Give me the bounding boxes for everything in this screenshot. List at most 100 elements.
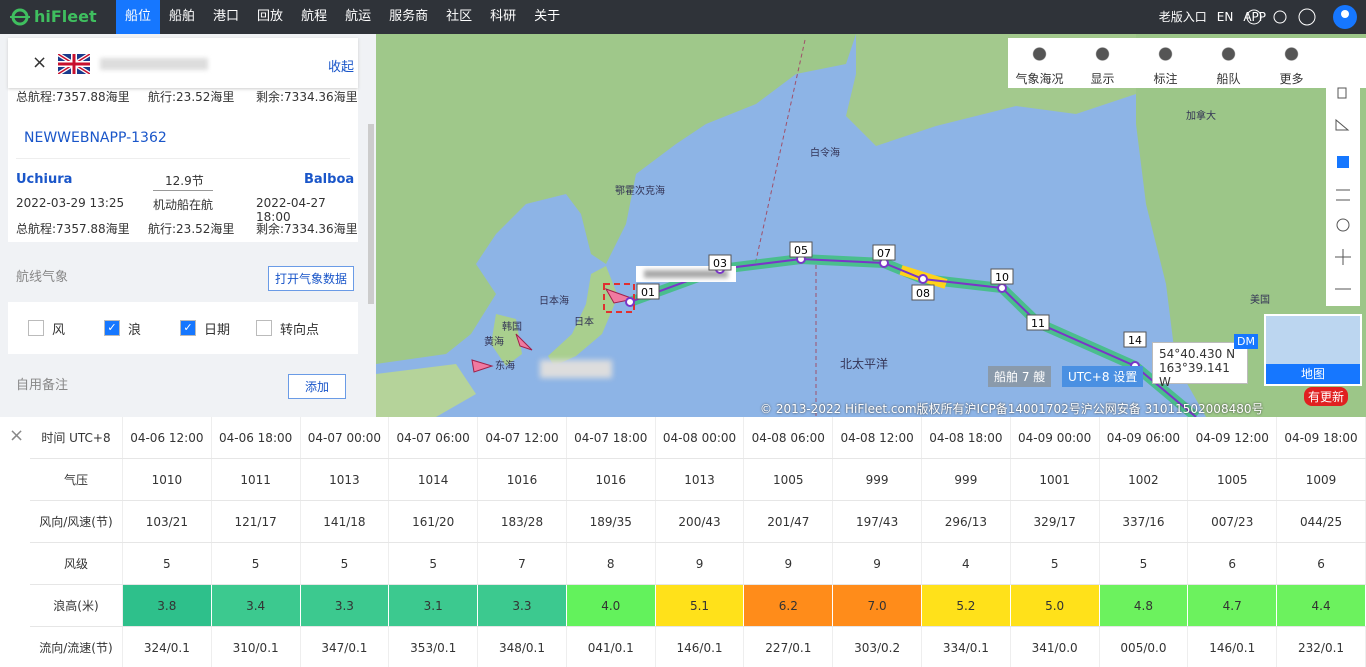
cell: 1011	[211, 458, 301, 501]
place-label: 东海	[495, 359, 515, 372]
summary: 剩余:7334.36海里	[256, 222, 358, 236]
place-label: 北太平洋	[840, 356, 888, 371]
row: 气压 1010 1011 1013 1014 1016 1016 1013 1005 999 999…	[30, 458, 1366, 501]
menu-item[interactable]: 科研	[490, 9, 517, 24]
checkbox-label: 日期	[204, 323, 231, 338]
nav-link[interactable]: EN	[1216, 10, 1234, 24]
checkbox[interactable]	[28, 320, 44, 336]
cell: 296/13	[921, 500, 1011, 543]
toolbar-item[interactable]: 标注	[1134, 38, 1197, 88]
menu-item[interactable]: 社区	[446, 9, 473, 24]
cell: 200/43	[655, 500, 745, 543]
waypoint-label: 03	[713, 257, 727, 270]
waypoint	[997, 283, 1007, 293]
summary: 航行:23.52海里	[148, 222, 235, 236]
cell: 329/17	[1010, 500, 1100, 543]
row-label: 风级	[30, 542, 123, 585]
weather-title: 航线气象	[16, 270, 69, 285]
menu-item[interactable]: 港口	[213, 9, 240, 24]
avatar[interactable]	[1333, 5, 1357, 29]
waypoint-box	[789, 241, 813, 258]
time-cell: 04-09 06:00	[1099, 417, 1189, 459]
logo[interactable]: hiFleet	[34, 7, 97, 26]
menu: 船位 船舶 港口 回放 航程 航运 服务商 社区 科研 关于	[116, 0, 569, 34]
side-toolbar	[1326, 80, 1360, 306]
close[interactable]: ×	[32, 52, 48, 73]
cell: 4.7	[1187, 584, 1278, 627]
cell: 121/17	[211, 500, 301, 543]
waypoint-box	[1123, 331, 1147, 348]
waypoint-label: 10	[995, 271, 1009, 284]
cell: 6	[1276, 542, 1366, 585]
checkbox[interactable]	[256, 320, 272, 336]
close-table[interactable]: ×	[9, 425, 25, 446]
toolbar-item[interactable]: 显示	[1071, 38, 1134, 88]
cell: 4.0	[566, 584, 656, 627]
update[interactable]: 有更新	[1304, 387, 1349, 406]
minimap[interactable]: 地图	[1264, 314, 1362, 386]
waypoint-box	[990, 268, 1014, 285]
toolbar-item[interactable]: 船队	[1197, 38, 1260, 88]
side-icons[interactable]	[1326, 80, 1360, 306]
nav-link[interactable]: 老版入口	[1158, 10, 1207, 24]
land	[491, 314, 522, 366]
collapse[interactable]: 收起	[328, 60, 355, 75]
timezone[interactable]: UTC+8 设置	[1062, 366, 1144, 387]
cell: 5.2	[921, 584, 1011, 627]
voyage-card: NEWWEBNAPP-1362 Uchiura Balboa 12.9节 202…	[8, 114, 358, 242]
time-cell: 04-06 18:00	[211, 417, 301, 459]
cell: 3.3	[300, 584, 390, 627]
row-label: 风向/风速(节)	[30, 500, 123, 543]
menu-item[interactable]: 关于	[534, 9, 561, 24]
notes-button[interactable]: 添加	[288, 374, 347, 399]
cell: 227/0.1	[743, 626, 834, 667]
table: 时间 UTC+8 04-06 12:00 04-06 18:00 04-07 00:0…	[30, 417, 1366, 667]
time-cell: 04-07 12:00	[477, 417, 567, 459]
flag	[58, 54, 90, 74]
voyage-name[interactable]: NEWWEBNAPP-1362	[24, 130, 167, 146]
cell: 1005	[1187, 458, 1278, 501]
menu-item[interactable]: 船位	[116, 0, 161, 34]
toolbar-item[interactable]: 气象海况	[1008, 38, 1071, 88]
cell: 9	[743, 542, 834, 585]
time-cell: 04-06 12:00	[122, 417, 212, 459]
dm[interactable]: DM	[1234, 334, 1258, 349]
arrow-line	[153, 190, 213, 191]
menu-item[interactable]: 船舶	[169, 9, 196, 24]
toolbar-item[interactable]: 更多	[1260, 38, 1323, 88]
place-label: 日本海	[539, 294, 569, 307]
cell: 1014	[388, 458, 479, 501]
time-cell: 04-07 00:00	[300, 417, 390, 459]
time-cell: 04-08 06:00	[743, 417, 834, 459]
cell: 5	[211, 542, 301, 585]
cell: 324/0.1	[122, 626, 212, 667]
waypoint-box	[636, 283, 660, 300]
blurred-label	[540, 360, 612, 378]
cell: 5	[1010, 542, 1100, 585]
weather-button[interactable]: 打开气象数据	[268, 266, 355, 291]
checkbox[interactable]: ✓	[180, 320, 196, 336]
ship-count[interactable]: 船舶 7 艘	[988, 366, 1052, 387]
time-cell: 04-09 18:00	[1276, 417, 1366, 459]
menu-item[interactable]: 回放	[257, 9, 284, 24]
menu-item[interactable]: 航运	[345, 9, 372, 24]
cell: 999	[921, 458, 1011, 501]
cell: 7.0	[832, 584, 922, 627]
map-button[interactable]: 地图	[1266, 364, 1360, 384]
menu-item[interactable]: 服务商	[389, 9, 429, 24]
nav-icons	[1246, 8, 1316, 26]
menu-item[interactable]: 航程	[301, 9, 328, 24]
checkbox[interactable]: ✓	[104, 320, 120, 336]
cell: 334/0.1	[921, 626, 1011, 667]
time-cell: 04-07 18:00	[566, 417, 656, 459]
cell: 146/0.1	[655, 626, 745, 667]
cell: 183/28	[477, 500, 567, 543]
cell: 1009	[1276, 458, 1366, 501]
waypoint-label: 01	[641, 286, 655, 299]
cell: 189/35	[566, 500, 656, 543]
cell: 146/0.1	[1187, 626, 1278, 667]
waypoint-label: 05	[794, 244, 808, 257]
cell: 5.0	[1010, 584, 1100, 627]
